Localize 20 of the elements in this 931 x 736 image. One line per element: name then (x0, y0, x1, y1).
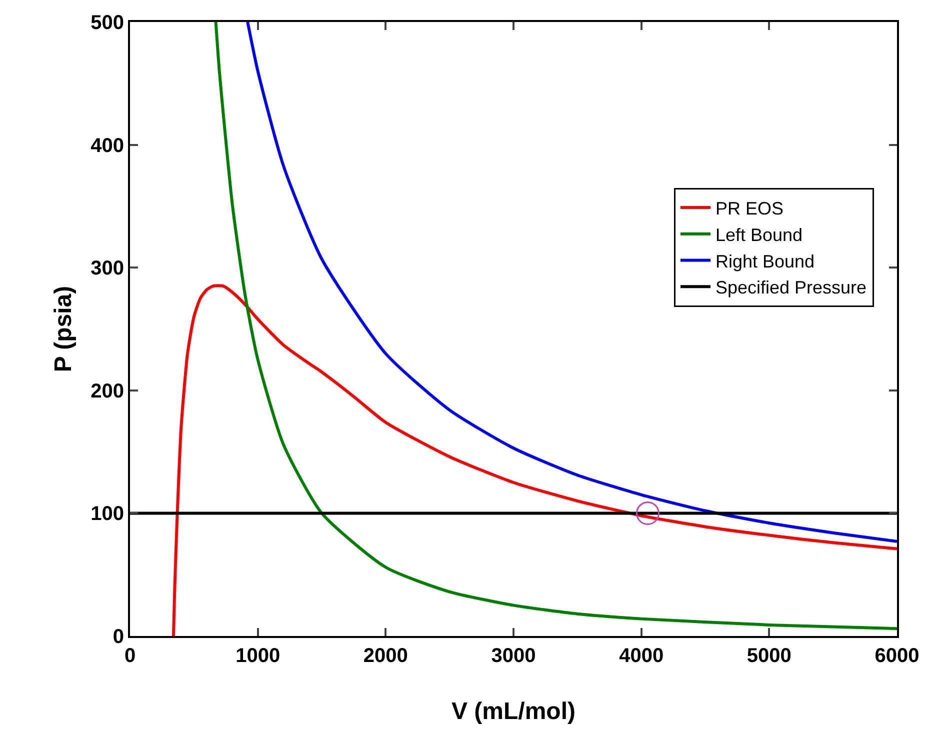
legend-label: PR EOS (715, 198, 784, 218)
legend-label: Left Bound (715, 224, 803, 245)
x-tick-label: 5000 (746, 645, 792, 667)
y-tick-label: 200 (90, 380, 124, 402)
y-tick-label: 300 (90, 258, 124, 280)
y-axis-title: P (psia) (50, 286, 77, 372)
x-tick-label: 3000 (491, 645, 536, 667)
legend-label: Specified Pressure (715, 278, 867, 298)
x-tick-label: 4000 (619, 645, 664, 667)
x-tick-label: 6000 (874, 645, 920, 667)
x-tick-label: 2000 (363, 645, 408, 667)
legend-label: Right Bound (715, 251, 815, 272)
y-tick-label: 500 (90, 12, 124, 34)
y-tick-label: 0 (112, 626, 124, 648)
line-series (214, 22, 897, 630)
line-series (246, 22, 897, 543)
y-tick-label: 400 (90, 134, 124, 157)
y-tick-label: 100 (90, 503, 124, 526)
x-axis-title: V (mL/mol) (452, 698, 576, 725)
x-tick-label: 1000 (236, 645, 280, 667)
